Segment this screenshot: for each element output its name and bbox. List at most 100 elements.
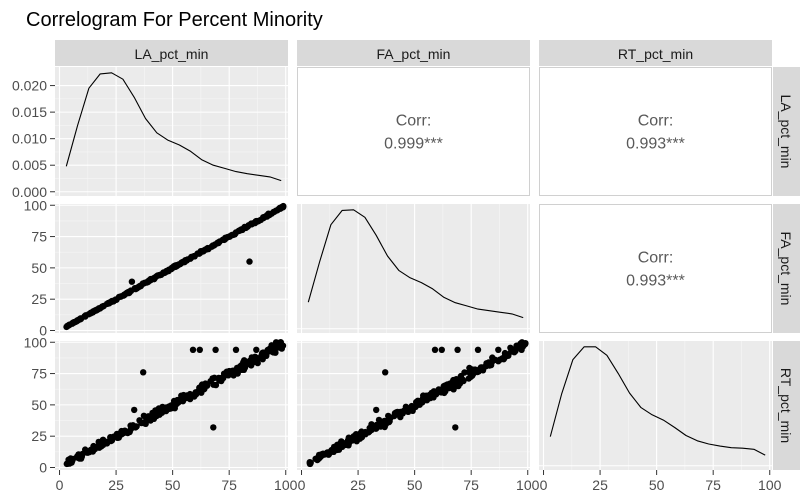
scatter-point (105, 299, 112, 307)
scatter-point (507, 344, 514, 351)
scatter-point (390, 412, 398, 420)
scatter-point (67, 459, 74, 466)
y-tick-label: 0.005 (12, 157, 47, 173)
scatter-point (84, 449, 92, 456)
scatter-point (178, 392, 185, 399)
scatter-point (89, 309, 97, 316)
scatter-point (186, 390, 194, 398)
panel-r1-c3: Corr: 0.993*** (539, 67, 772, 196)
y-tick-label: 25 (31, 428, 47, 444)
scatter-point (271, 343, 278, 350)
panel-r3-c3 (539, 341, 772, 470)
panel-grid: LA_pct_min FA_pct_min RT_pct_min LA_pct_min… (12, 40, 800, 493)
row-strip-label-3: RT_pct_min (778, 368, 794, 443)
chart-title: Correlogram For Percent Minority (26, 9, 323, 31)
scatter-point (314, 454, 322, 461)
scatter-point (214, 239, 222, 247)
scatter-point (475, 368, 482, 375)
scatter-point (258, 351, 265, 359)
scatter-point (501, 354, 508, 362)
row-strip-2 (773, 204, 800, 333)
scatter-point (217, 374, 225, 382)
scatter-point (339, 441, 346, 448)
scatter-point (174, 396, 181, 404)
scatter-point (224, 234, 231, 241)
corr-value: 0.993*** (626, 273, 685, 290)
panel-background (539, 341, 772, 470)
y-tick-label: 0.015 (12, 104, 47, 120)
y-tick-label: 0 (39, 459, 47, 475)
scatter-point (270, 208, 277, 216)
y-tick-label: 100 (24, 197, 48, 213)
scatter-point (443, 383, 450, 390)
y-tick-label: 75 (31, 366, 47, 382)
panel-r1-c2: Corr: 0.999*** (297, 67, 530, 196)
scatter-point (128, 278, 136, 285)
scatter-point (382, 369, 389, 376)
x-tick-label: 50 (165, 477, 181, 493)
scatter-point (202, 380, 209, 387)
scatter-point (345, 439, 353, 446)
scatter-point (237, 362, 245, 369)
row-strip-label-1: LA_pct_min (778, 95, 794, 169)
x-tick-label: 25 (108, 477, 124, 493)
panel-r3-c1 (55, 339, 288, 470)
scatter-point (431, 346, 439, 353)
scatter-point (457, 377, 464, 384)
scatter-point (518, 346, 525, 353)
scatter-point (194, 250, 201, 257)
panel-r2-c2 (297, 204, 530, 333)
column-strip-label-1: LA_pct_min (135, 46, 209, 62)
scatter-point (397, 408, 404, 416)
scatter-point (236, 227, 243, 234)
column-strip-label-3: RT_pct_min (618, 46, 693, 62)
y-tick-label: 0 (39, 322, 47, 338)
scatter-point (189, 346, 197, 353)
scatter-point (121, 291, 129, 298)
scatter-point (140, 369, 147, 376)
density-curve-LA_pct_min (65, 72, 282, 182)
column-strip-label-2: FA_pct_min (377, 46, 451, 62)
scatter-point (330, 448, 337, 455)
scatter-point (230, 372, 237, 379)
scatter-point (167, 402, 175, 409)
scatter-point (495, 346, 502, 353)
scatter-point (452, 424, 459, 431)
x-tick-label: 75 (463, 477, 479, 493)
scatter-point (142, 420, 149, 427)
scatter-point (90, 442, 97, 450)
x-tick-label: 50 (649, 477, 665, 493)
scatter-point (306, 460, 314, 467)
scatter-point (173, 262, 180, 269)
corr-value: 0.999*** (384, 136, 443, 153)
scatter-point (454, 346, 461, 353)
scatter-point (244, 223, 251, 230)
y-tick-label: 0.010 (12, 131, 47, 147)
panel-r2-c1 (55, 202, 288, 333)
scatter-point (140, 412, 148, 419)
scatter-point (232, 346, 240, 353)
column-strip-1 (55, 40, 288, 66)
scatter-point (115, 432, 123, 439)
scatter-point (95, 305, 103, 312)
corr-panel-background (539, 204, 772, 333)
y-tick-label: 50 (31, 397, 47, 413)
scatter-point (225, 372, 232, 379)
x-tick-label: 100 (516, 477, 540, 493)
y-tick-label: 25 (31, 291, 47, 307)
scatter-point (246, 258, 253, 265)
x-tick-label: 100 (274, 477, 298, 493)
scatter-point (253, 354, 260, 362)
scatter-point (209, 242, 217, 249)
scatter-point (253, 346, 260, 353)
scatter-point (66, 321, 73, 329)
scatter-point (264, 346, 271, 354)
scatter-point (100, 438, 107, 446)
scatter-point (438, 346, 445, 353)
scatter-point (193, 391, 200, 398)
scatter-point (354, 433, 361, 441)
density-curve-RT_pct_min (549, 346, 766, 456)
corr-label: Corr: (396, 113, 432, 130)
panel-r1-c1 (55, 67, 288, 196)
scatter-point (423, 397, 431, 404)
